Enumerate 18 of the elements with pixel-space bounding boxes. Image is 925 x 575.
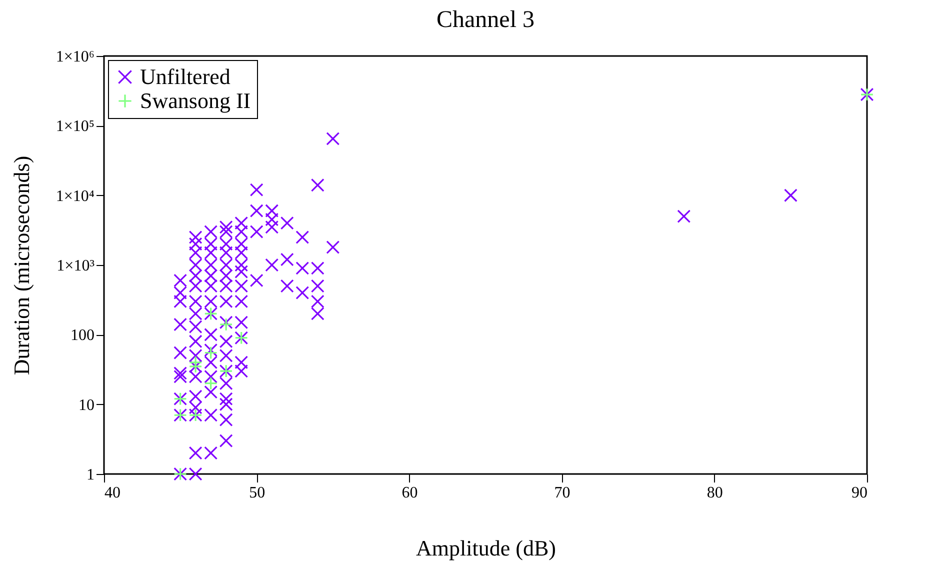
x-axis-title: Amplitude (dB) — [416, 536, 556, 560]
y-tick-label: 1×10⁶ — [56, 48, 94, 66]
legend-label: Swansong II — [140, 88, 251, 113]
x-tick-label: 50 — [249, 484, 266, 502]
x-tick-label: 40 — [104, 484, 120, 502]
y-tick-label: 1×10⁴ — [56, 188, 95, 205]
y-tick-label: 1×10³ — [56, 258, 95, 274]
x-tick-label: 60 — [402, 484, 418, 502]
x-tick-label: 80 — [706, 484, 723, 502]
x-tick-label: 70 — [554, 484, 570, 502]
y-tick-label: 1 — [86, 466, 94, 484]
y-tick-label: 100 — [70, 327, 94, 344]
y-tick-label: 1×10⁵ — [56, 118, 94, 136]
y-tick-label: 10 — [78, 396, 94, 414]
y-axis-title: Duration (microseconds) — [8, 156, 34, 376]
legend-label: Unfiltered — [140, 64, 230, 89]
x-tick-label: 90 — [852, 484, 868, 502]
chart-title: Channel 3 — [436, 7, 534, 33]
